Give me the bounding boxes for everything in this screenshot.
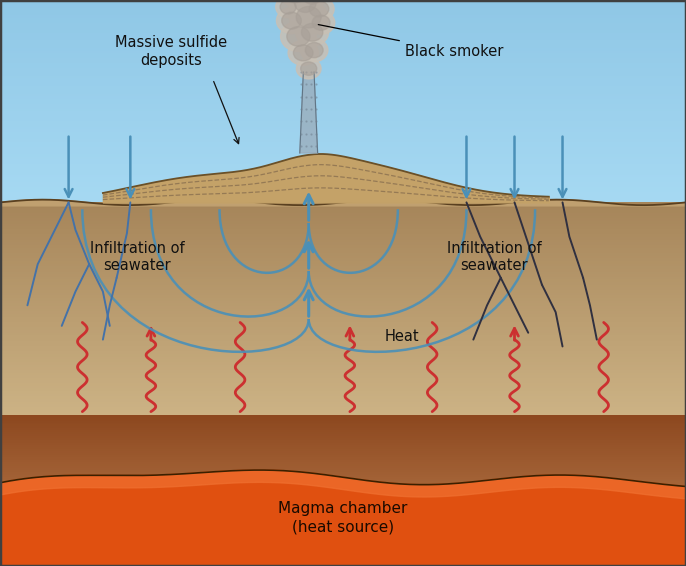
Ellipse shape [296, 6, 321, 28]
Text: Heat: Heat [384, 329, 418, 344]
Text: Black smoker: Black smoker [318, 24, 503, 59]
Ellipse shape [296, 58, 321, 79]
Ellipse shape [303, 0, 321, 4]
Ellipse shape [304, 0, 334, 22]
Text: Infiltration of
seawater: Infiltration of seawater [90, 241, 185, 273]
Text: Infiltration of
seawater: Infiltration of seawater [447, 241, 541, 273]
Ellipse shape [280, 0, 296, 14]
Ellipse shape [300, 38, 328, 62]
Ellipse shape [301, 23, 323, 41]
Ellipse shape [296, 19, 329, 46]
Ellipse shape [276, 0, 300, 18]
Ellipse shape [289, 0, 322, 17]
Ellipse shape [282, 12, 301, 29]
Ellipse shape [281, 22, 316, 52]
Ellipse shape [281, 0, 309, 7]
Text: Magma chamber
(heat source): Magma chamber (heat source) [279, 501, 407, 535]
Ellipse shape [300, 62, 317, 75]
Ellipse shape [289, 1, 328, 33]
Ellipse shape [287, 27, 310, 46]
Ellipse shape [312, 15, 330, 30]
Ellipse shape [307, 11, 335, 35]
Ellipse shape [276, 7, 307, 33]
Ellipse shape [286, 0, 304, 3]
Ellipse shape [305, 42, 323, 58]
Ellipse shape [298, 0, 326, 8]
Ellipse shape [309, 1, 329, 17]
Ellipse shape [294, 0, 316, 12]
Ellipse shape [294, 45, 313, 61]
Text: Massive sulfide
deposits: Massive sulfide deposits [115, 35, 228, 68]
Polygon shape [300, 72, 318, 153]
Ellipse shape [288, 41, 318, 65]
